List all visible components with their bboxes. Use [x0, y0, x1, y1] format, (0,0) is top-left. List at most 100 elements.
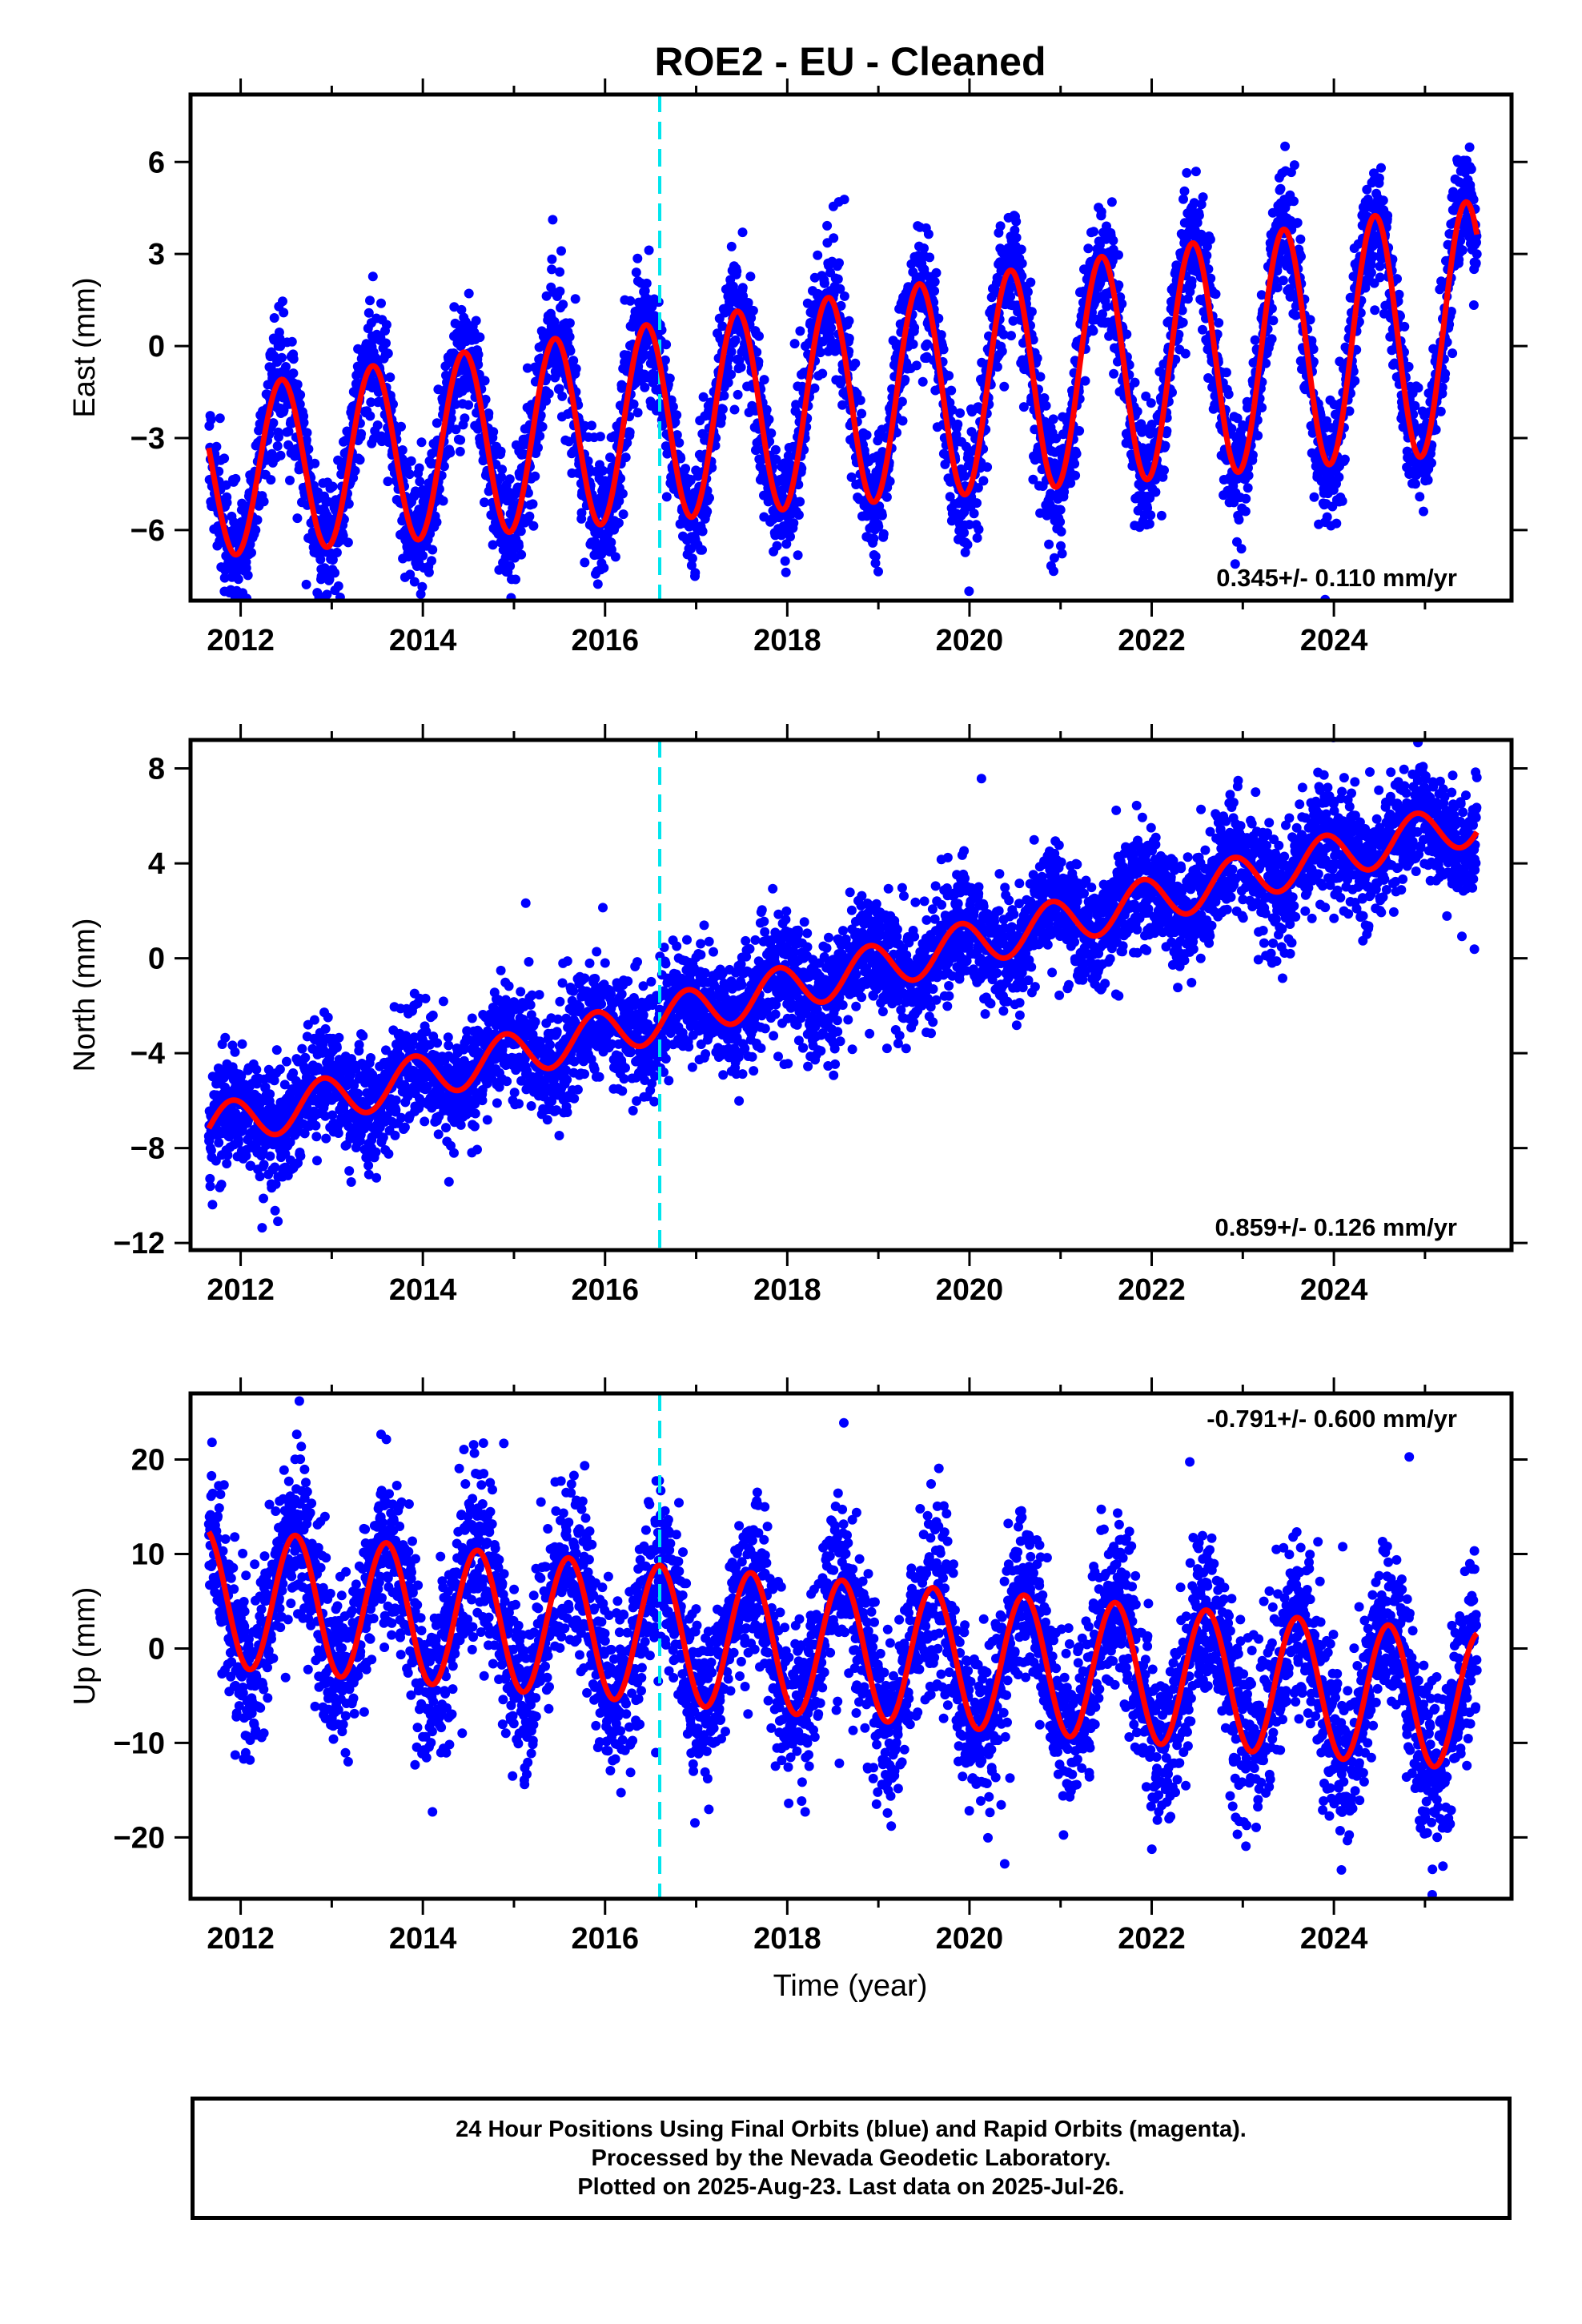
east-data-point: [480, 376, 490, 386]
east-data-point: [1457, 245, 1468, 255]
east-data-point: [1035, 372, 1046, 382]
east-data-point: [302, 428, 312, 438]
east-data-point: [726, 369, 737, 380]
east-data-point: [451, 424, 461, 435]
east-data-point: [817, 368, 828, 379]
east-data-point: [356, 428, 367, 439]
east-data-point: [972, 498, 982, 509]
east-data-point: [330, 568, 340, 578]
east-data-point: [850, 358, 861, 368]
east-data-point: [878, 529, 889, 539]
east-xtick-label: 2020: [936, 624, 1004, 657]
east-data-point: [599, 563, 609, 573]
east-data-point: [1214, 318, 1224, 328]
east-data-point: [416, 437, 427, 448]
east-data-point: [396, 421, 406, 432]
east-data-point: [839, 291, 849, 301]
east-ytick-label: 3: [148, 238, 165, 271]
east-ylabel: East (mm): [68, 277, 102, 417]
east-data-point: [974, 525, 984, 535]
east-data-point: [719, 391, 729, 401]
east-data-point: [995, 221, 1006, 231]
east-data-point: [397, 445, 408, 455]
east-data-point: [1267, 334, 1277, 344]
east-data-point: [1423, 475, 1433, 485]
east-data-point: [1186, 275, 1197, 286]
east-data-point: [697, 526, 708, 537]
east-data-point: [295, 399, 305, 409]
east-data-point: [278, 296, 287, 307]
east-data-point: [303, 444, 314, 454]
north-data-point: [214, 1137, 224, 1148]
east-data-point: [568, 356, 579, 366]
east-data-point: [365, 296, 375, 306]
east-data-point: [1108, 235, 1118, 246]
east-data-point: [432, 418, 442, 428]
east-data-point: [259, 497, 269, 507]
east-data-point: [496, 446, 506, 456]
east-data-point: [471, 316, 481, 326]
east-ytick-label: −3: [130, 422, 165, 456]
east-data-point: [791, 400, 801, 410]
east-data-point: [522, 363, 532, 373]
east-data-point: [736, 362, 746, 372]
panel-north: 2012 2014 2016 2018 2020 2022 2024−12−8−4048No…: [68, 724, 1528, 1307]
east-data-point: [844, 333, 854, 344]
east-data-point: [439, 461, 449, 472]
east-data-point: [1223, 389, 1234, 400]
east-data-point: [870, 551, 881, 561]
east-data-point: [417, 581, 428, 592]
east-data-point: [826, 323, 837, 333]
east-data-point: [301, 435, 311, 445]
east-data-point: [1278, 275, 1288, 286]
east-data-point: [917, 376, 928, 387]
east-data-point: [930, 286, 940, 296]
east-data-point: [1016, 244, 1026, 255]
east-data-point: [1334, 472, 1344, 482]
east-data-point: [1159, 465, 1169, 476]
east-data-point: [783, 451, 793, 461]
east-data-point: [1044, 539, 1054, 549]
east-data-point: [369, 433, 379, 444]
east-data-point: [223, 609, 232, 618]
east-data-point: [1221, 368, 1231, 378]
east-data-point: [997, 346, 1007, 356]
east-data-point: [1026, 307, 1037, 317]
east-data-point: [381, 338, 391, 348]
east-ytick-label: 0: [148, 330, 165, 364]
east-data-point: [743, 298, 753, 308]
east-data-point: [383, 476, 393, 487]
east-data-point: [661, 340, 672, 350]
east-data-point: [705, 493, 714, 503]
east-data-point: [972, 533, 982, 543]
east-data-point: [930, 276, 940, 287]
east-data-point: [214, 466, 224, 476]
east-data-point: [1464, 142, 1475, 152]
east-data-point: [219, 453, 230, 464]
east-data-point: [288, 368, 299, 379]
east-data-point: [925, 252, 935, 263]
east-data-point: [1080, 376, 1090, 386]
east-data-point: [445, 448, 456, 458]
east-data-point: [1331, 518, 1342, 529]
east-data-point: [1236, 544, 1247, 554]
east-data-point: [1275, 183, 1286, 194]
east-data-point: [780, 556, 790, 566]
east-data-point: [1413, 383, 1423, 393]
east-data-point: [215, 413, 225, 424]
north-data-point: [207, 1200, 218, 1210]
east-data-point: [869, 533, 879, 544]
east-data-point: [793, 510, 804, 520]
east-data-point: [881, 492, 892, 502]
east-data-point: [908, 339, 918, 349]
east-data-point: [1146, 510, 1156, 521]
east-data-point: [1144, 519, 1154, 529]
east-data-point: [978, 476, 989, 486]
east-data-point: [624, 427, 635, 437]
east-data-point: [789, 339, 800, 349]
east-data-point: [785, 532, 795, 542]
east-data-point: [488, 540, 498, 550]
east-data-point: [1403, 361, 1414, 372]
east-data-point: [281, 362, 291, 372]
east-data-point: [631, 267, 641, 278]
